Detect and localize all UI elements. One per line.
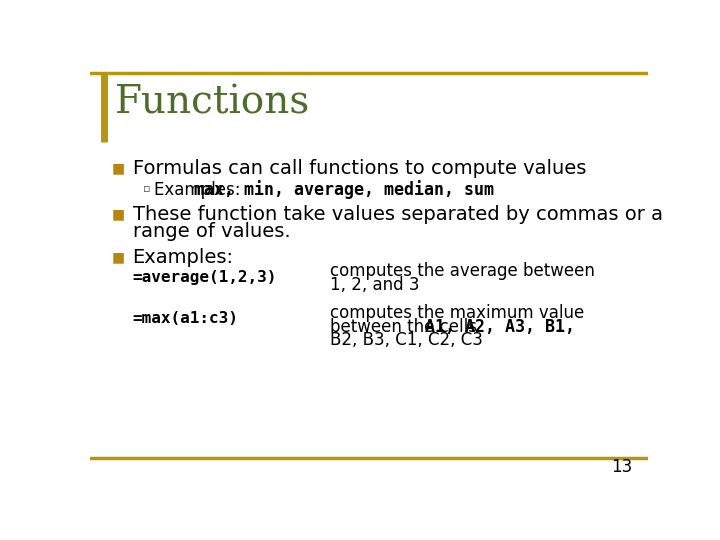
Text: computes the maximum value: computes the maximum value (330, 303, 585, 322)
Text: computes the average between: computes the average between (330, 262, 595, 280)
Text: max, min, average, median, sum: max, min, average, median, sum (194, 180, 494, 199)
Text: ■: ■ (112, 162, 125, 176)
Text: Examples:: Examples: (132, 248, 233, 267)
Text: Examples:: Examples: (153, 180, 246, 199)
Text: 13: 13 (611, 458, 632, 476)
Text: ▫: ▫ (143, 185, 150, 194)
Text: ■: ■ (112, 251, 125, 264)
Text: A1, A2, A3, B1,: A1, A2, A3, B1, (425, 318, 575, 335)
Text: B2, B3, C1, C2, C3: B2, B3, C1, C2, C3 (330, 332, 483, 349)
Text: Functions: Functions (114, 85, 310, 122)
Text: Formulas can call functions to compute values: Formulas can call functions to compute v… (132, 159, 586, 178)
Text: ■: ■ (112, 207, 125, 221)
Text: =average(1,2,3): =average(1,2,3) (132, 270, 277, 285)
Text: between the cells: between the cells (330, 318, 482, 335)
Text: =max(a1:c3): =max(a1:c3) (132, 312, 238, 326)
Text: 1, 2, and 3: 1, 2, and 3 (330, 276, 420, 294)
Text: range of values.: range of values. (132, 221, 290, 241)
Text: These function take values separated by commas or a: These function take values separated by … (132, 205, 662, 224)
